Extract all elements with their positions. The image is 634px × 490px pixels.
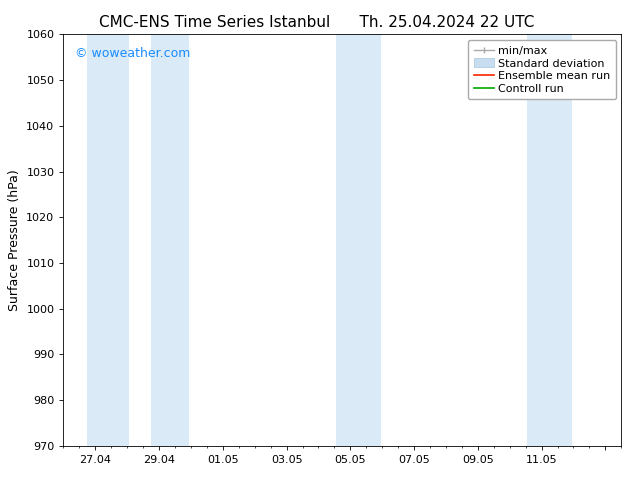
Y-axis label: Surface Pressure (hPa): Surface Pressure (hPa) [8,169,21,311]
Bar [336,34,380,446]
Text: CMC-ENS Time Series Istanbul      Th. 25.04.2024 22 UTC: CMC-ENS Time Series Istanbul Th. 25.04.2… [100,15,534,30]
Text: © woweather.com: © woweather.com [75,47,190,60]
Bar [87,34,129,446]
Bar [151,34,190,446]
Bar [527,34,572,446]
Legend: min/max, Standard deviation, Ensemble mean run, Controll run: min/max, Standard deviation, Ensemble me… [468,40,616,99]
